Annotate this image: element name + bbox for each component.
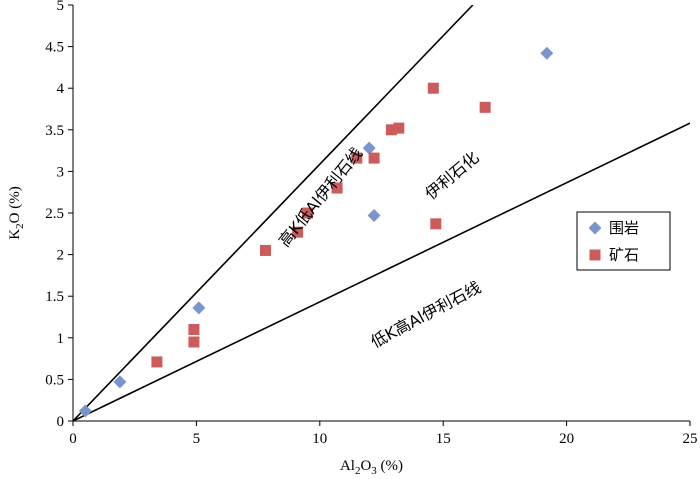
y-tick-label: 0	[57, 414, 65, 430]
ore-point	[260, 244, 272, 256]
x-tick-label: 15	[436, 431, 451, 447]
ore-point	[430, 218, 442, 230]
ore-point	[292, 226, 304, 238]
legend-wall-rock-marker	[588, 221, 602, 235]
y-tick-label: 1	[57, 331, 65, 347]
x-tick-label: 25	[683, 431, 698, 447]
ore-point	[393, 122, 405, 134]
y-tick-label: 2.5	[45, 206, 64, 222]
y-tick-label: 0.5	[45, 372, 64, 388]
ore-point	[188, 323, 200, 335]
x-axis-title: Al2O3 (%)	[340, 458, 403, 477]
ore-point	[188, 336, 200, 348]
ore-point	[351, 152, 363, 164]
wall-rock-point	[540, 46, 554, 60]
x-tick-label: 0	[69, 431, 77, 447]
data-points	[78, 46, 554, 418]
y-tick-label: 2	[57, 248, 65, 264]
low-k-line	[73, 122, 690, 421]
axes: 0 5 10 15 20 25 0 0.5 1 1.5 2 2.5 3 3.5 4 4.5 5 Al2O3 (%)…	[7, 0, 698, 477]
ore-point	[427, 82, 439, 94]
wall-rock-point	[192, 301, 206, 315]
mid-label: 伊利石化	[421, 148, 482, 204]
legend-label: 围岩	[609, 219, 639, 237]
y-tick-label: 3	[57, 164, 65, 180]
x-tick-label: 10	[312, 431, 327, 447]
reference-lines	[73, 5, 690, 421]
wall-rock-point	[113, 375, 127, 389]
ore-point	[151, 356, 163, 368]
y-tick-label: 4.5	[45, 40, 64, 56]
ore-point	[479, 101, 491, 113]
x-tick-label: 5	[193, 431, 201, 447]
y-tick-label: 4	[57, 81, 65, 97]
y-tick-label: 5	[57, 0, 65, 14]
ore-point	[301, 207, 313, 219]
x-tick-label: 20	[559, 431, 574, 447]
wall-rock-point	[362, 141, 376, 155]
y-tick-label: 3.5	[45, 123, 64, 139]
legend-label: 矿石	[609, 246, 639, 264]
y-axis-title: K2O (%)	[7, 186, 26, 239]
wall-rock-point	[78, 404, 92, 418]
legend-ore-marker	[589, 249, 601, 261]
ore-point	[331, 182, 343, 194]
y-tick-label: 1.5	[45, 289, 64, 305]
low-k-label: 低K高Al伊利石线	[368, 278, 485, 352]
wall-rock-point	[367, 208, 381, 222]
high-k-line	[73, 5, 474, 421]
ore-point	[368, 152, 380, 164]
ore-point	[385, 124, 397, 136]
